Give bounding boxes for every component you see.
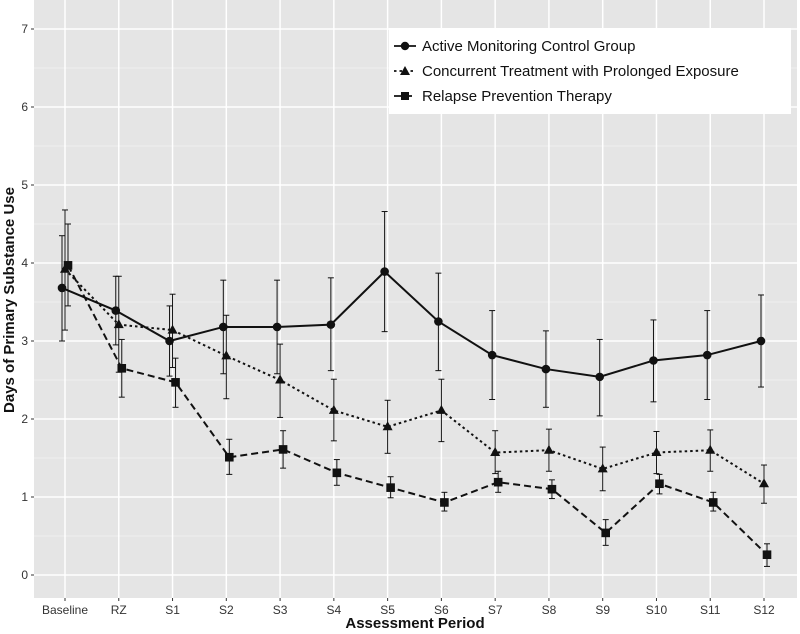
x-tick-label: Baseline: [42, 603, 88, 617]
legend-label-active-monitoring: Active Monitoring Control Group: [422, 38, 635, 55]
data-point-square: [601, 528, 610, 538]
legend-label-concurrent-treatment: Concurrent Treatment with Prolonged Expo…: [422, 63, 739, 80]
x-tick-label: S4: [327, 603, 342, 617]
data-point-circle: [434, 317, 443, 326]
data-point-triangle: [759, 478, 770, 488]
legend-item-active-monitoring: Active Monitoring Control Group: [394, 38, 635, 55]
series-circle: [57, 211, 766, 417]
data-point-square: [440, 498, 449, 507]
data-point-square: [762, 550, 772, 560]
series-square: [63, 223, 772, 567]
data-point-triangle: [328, 404, 339, 414]
data-point-circle: [165, 336, 174, 346]
legend-item-concurrent-treatment: Concurrent Treatment with Prolonged Expo…: [394, 63, 739, 80]
data-point-square: [386, 483, 395, 492]
data-point-square: [171, 378, 180, 387]
data-point-triangle: [543, 444, 554, 454]
data-point-square: [63, 261, 73, 270]
data-point-square: [655, 479, 664, 489]
data-point-circle: [272, 322, 282, 332]
legend-label-relapse-prevention: Relapse Prevention Therapy: [422, 88, 612, 105]
y-axis-title: Days of Primary Substance Use: [1, 187, 18, 413]
legend: Active Monitoring Control Group Concurre…: [389, 28, 791, 114]
x-tick-label: S9: [595, 603, 610, 617]
y-tick-label: 0: [21, 568, 28, 582]
x-axis-title: Assessment Period: [345, 615, 484, 632]
data-point-circle: [595, 372, 604, 382]
x-tick-label: S11: [700, 603, 721, 617]
x-tick-label: S5: [380, 603, 395, 617]
x-tick-label: RZ: [111, 603, 127, 617]
y-tick-label: 7: [21, 22, 28, 36]
data-point-triangle: [490, 447, 501, 457]
data-point-square: [117, 364, 127, 373]
legend-item-relapse-prevention: Relapse Prevention Therapy: [394, 88, 612, 105]
series-group: [57, 209, 772, 567]
x-tick-label: S3: [273, 603, 288, 617]
data-point-square: [278, 445, 288, 454]
data-point-triangle: [651, 447, 662, 457]
series-line: [64, 268, 765, 485]
data-point-circle: [326, 320, 336, 329]
data-point-triangle: [382, 421, 393, 431]
data-point-triangle: [113, 319, 124, 329]
data-point-square: [225, 452, 234, 462]
data-point-triangle: [275, 374, 286, 384]
y-tick-label: 1: [21, 490, 28, 504]
series-line: [61, 270, 762, 378]
x-tick-label: S10: [646, 603, 668, 617]
x-tick-label: S7: [488, 603, 503, 617]
legend-square-marker: [401, 92, 409, 100]
data-point-square: [332, 468, 342, 478]
data-point-circle: [756, 336, 766, 346]
data-point-square: [493, 477, 503, 487]
series-line: [67, 264, 768, 556]
data-point-square: [708, 498, 718, 507]
data-point-circle: [57, 283, 67, 293]
data-point-circle: [111, 306, 121, 315]
y-tick-label: 3: [21, 334, 28, 348]
data-point-circle: [541, 364, 551, 374]
y-tick-label: 5: [21, 178, 28, 192]
x-tick-label: S1: [165, 603, 180, 617]
x-tick-label: S2: [219, 603, 234, 617]
data-point-triangle: [167, 324, 178, 334]
data-point-circle: [219, 322, 228, 332]
data-point-triangle: [221, 350, 232, 360]
x-tick-label: S6: [434, 603, 449, 617]
data-point-square: [547, 484, 557, 494]
axes: 0 1 2 3 4 5 6 7 Baseline RZ S1 S2 S3 S4 S5 S6 S7 S8 S9 S10 S…: [21, 22, 775, 617]
y-tick-label: 4: [21, 256, 28, 270]
data-point-circle: [702, 350, 712, 360]
x-tick-label: S12: [753, 603, 775, 617]
data-point-triangle: [597, 463, 608, 473]
x-tick-label: S8: [542, 603, 557, 617]
y-tick-label: 2: [21, 412, 28, 426]
data-point-triangle: [436, 404, 447, 414]
data-point-circle: [649, 356, 658, 365]
y-tick-label: 6: [21, 100, 28, 114]
legend-box: [389, 28, 791, 114]
data-point-triangle: [705, 444, 716, 454]
legend-circle-marker: [400, 41, 410, 51]
data-point-circle: [487, 350, 497, 360]
legend-triangle-marker: [400, 66, 410, 75]
series-triangle: [60, 209, 770, 504]
data-point-circle: [380, 267, 389, 276]
